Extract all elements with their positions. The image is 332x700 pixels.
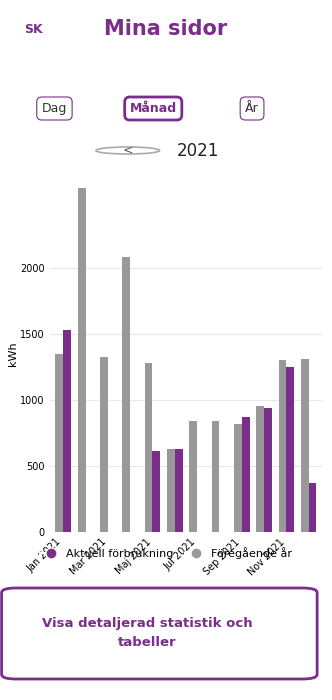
Text: <: < [123, 144, 133, 157]
Text: Månad: Månad [130, 102, 177, 115]
Bar [63, 330, 71, 532]
Bar [167, 449, 175, 532]
Bar [100, 358, 108, 532]
Bar [189, 421, 197, 532]
Bar [145, 363, 152, 532]
Bar [242, 417, 250, 532]
Y-axis label: kWh: kWh [8, 341, 18, 366]
Text: Mina sidor: Mina sidor [104, 20, 228, 39]
FancyBboxPatch shape [2, 588, 317, 679]
Bar [122, 257, 130, 532]
Bar [234, 424, 242, 532]
Bar [78, 188, 86, 532]
Bar [279, 360, 286, 532]
Text: 2021: 2021 [177, 141, 219, 160]
Bar [309, 483, 316, 532]
Text: Visa detaljerad statistik och
tabeller: Visa detaljerad statistik och tabeller [42, 617, 253, 650]
Text: År: År [245, 102, 259, 115]
Bar [301, 359, 309, 532]
Bar [55, 354, 63, 532]
Bar [152, 452, 160, 532]
Text: Dag: Dag [42, 102, 67, 115]
Legend: Aktuell förbrukning, Föregående år: Aktuell förbrukning, Föregående år [35, 542, 297, 564]
Bar [286, 367, 294, 532]
Bar [264, 407, 272, 532]
Bar [256, 407, 264, 532]
Bar [211, 421, 219, 532]
Bar [175, 449, 183, 532]
Text: SK: SK [24, 23, 42, 36]
